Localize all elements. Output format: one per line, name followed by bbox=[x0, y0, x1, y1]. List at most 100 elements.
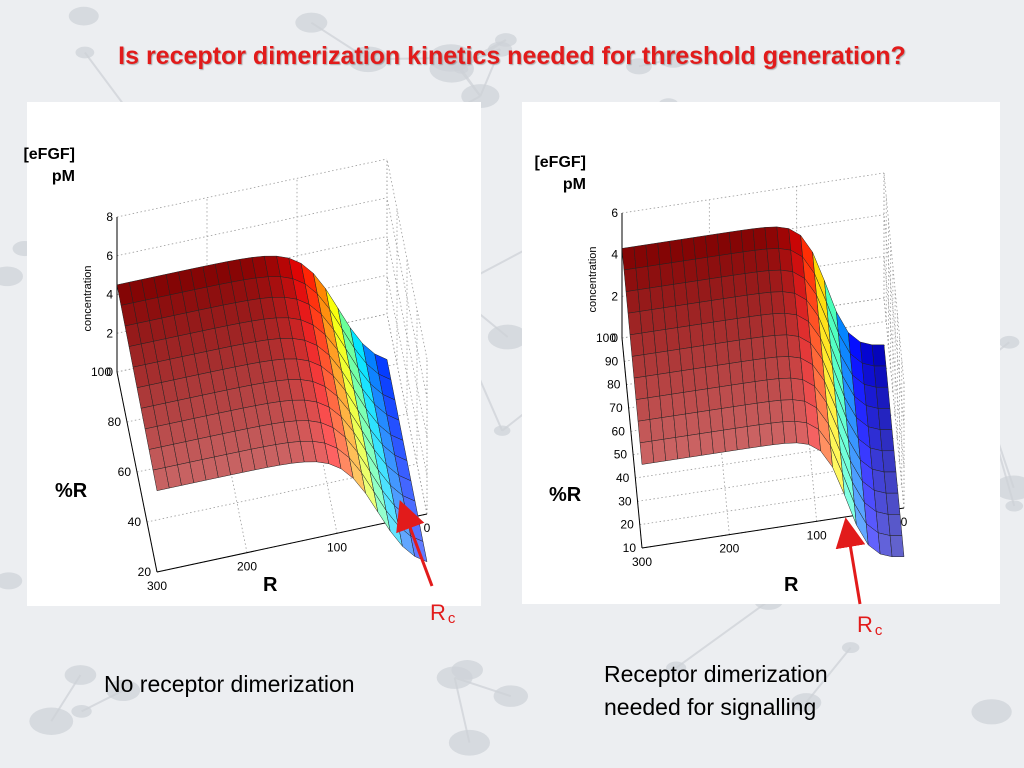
surface-patch bbox=[675, 303, 690, 328]
surface-patch bbox=[721, 275, 736, 299]
y-tick-label: 100 bbox=[596, 331, 616, 345]
plot-group: 30020010001009080706050403020100246conce… bbox=[587, 172, 908, 569]
surface-patch bbox=[689, 323, 704, 348]
x-axis-line bbox=[156, 513, 428, 573]
surface-patch bbox=[792, 399, 808, 424]
surface-patch bbox=[786, 334, 802, 359]
y-axis-line bbox=[621, 337, 643, 549]
surface-patch bbox=[639, 309, 655, 334]
surface-patch bbox=[778, 377, 794, 401]
surface-patch bbox=[641, 330, 657, 355]
surface-patch bbox=[879, 429, 895, 452]
surface-patch bbox=[794, 420, 810, 445]
z-unit-label: [eFGF] pM bbox=[5, 144, 75, 188]
surface-patch bbox=[707, 386, 722, 411]
surface-patch bbox=[637, 419, 653, 444]
surface-patch bbox=[410, 535, 428, 563]
y-tick-label: 100 bbox=[91, 365, 111, 379]
surface-patch bbox=[669, 239, 684, 264]
surface-patch bbox=[766, 378, 782, 402]
surface-patch bbox=[703, 343, 718, 368]
x-tick-label: 300 bbox=[147, 579, 167, 593]
z-tick-label: 2 bbox=[611, 289, 618, 303]
surface-patch bbox=[663, 437, 678, 462]
surface-patch bbox=[719, 384, 734, 409]
surface-patch bbox=[776, 226, 792, 251]
surface-patch bbox=[742, 381, 758, 406]
surface-patch bbox=[721, 406, 736, 431]
surface-patch bbox=[719, 253, 734, 278]
surface-patch bbox=[683, 390, 698, 415]
surface-patch bbox=[750, 336, 766, 361]
surface-patch bbox=[744, 402, 760, 427]
y-tick-label: 30 bbox=[618, 494, 632, 508]
surface-patch bbox=[768, 399, 784, 424]
y-axis-label: %R bbox=[549, 484, 582, 506]
surface-patch bbox=[877, 408, 893, 430]
surface-patch bbox=[659, 262, 674, 287]
surface-patch bbox=[725, 318, 740, 343]
surface-patch bbox=[711, 298, 726, 323]
surface-patch bbox=[637, 287, 653, 312]
surface-patch bbox=[649, 285, 664, 310]
surface-patch bbox=[647, 264, 662, 289]
surface-patch bbox=[695, 257, 710, 282]
y-axis-label: %R bbox=[55, 480, 88, 502]
surface-patch bbox=[687, 433, 702, 458]
y-axis-line bbox=[116, 371, 158, 573]
surface-patch bbox=[735, 426, 750, 451]
surface-patch bbox=[774, 334, 790, 358]
surface-patch bbox=[715, 341, 730, 366]
surface-patch bbox=[730, 251, 746, 276]
surface-patch bbox=[677, 325, 692, 350]
surface-patch bbox=[768, 269, 784, 293]
z-unit-label-line: [eFGF] bbox=[23, 146, 75, 163]
y-tick-label: 60 bbox=[118, 465, 132, 479]
surface-patch bbox=[665, 327, 680, 352]
surface-patch bbox=[887, 514, 903, 536]
surface-patch bbox=[729, 361, 744, 386]
surface-patch bbox=[742, 250, 758, 274]
surface-patch bbox=[780, 269, 796, 294]
surface-patch bbox=[776, 356, 792, 379]
surface-patch bbox=[713, 320, 728, 345]
surface-patch bbox=[635, 397, 651, 422]
surface-patch bbox=[760, 313, 776, 338]
side-wall-grid-line bbox=[883, 256, 905, 467]
surface-patch bbox=[790, 377, 806, 402]
surface-patch bbox=[889, 535, 905, 558]
z-tick-label: 4 bbox=[611, 248, 618, 262]
chart-panel-no-dimerization: 300 200 100 0 100 80 60 40 20 0 2 4 6 8 concentration … bbox=[23, 102, 481, 606]
z-unit-label-line: pM bbox=[51, 168, 75, 185]
surface-patch bbox=[736, 316, 752, 341]
surface-patch bbox=[754, 248, 770, 273]
surface-patch bbox=[629, 332, 645, 357]
surface-patch bbox=[681, 368, 696, 393]
surface-patch bbox=[705, 233, 720, 258]
surface-patch bbox=[788, 356, 804, 380]
surface-patch bbox=[758, 291, 774, 316]
surface-patch bbox=[883, 471, 899, 494]
surface-patch bbox=[748, 314, 764, 339]
surface-patch bbox=[627, 311, 643, 336]
surface-patch bbox=[699, 431, 714, 456]
z-axis-title: concentration bbox=[82, 265, 94, 331]
surface-patch bbox=[633, 375, 649, 400]
surface-patch bbox=[731, 383, 746, 408]
z-tick-label: 0 bbox=[106, 365, 113, 379]
surface-patch bbox=[653, 329, 668, 354]
y-tick-label: 60 bbox=[612, 424, 626, 438]
surface-patch bbox=[772, 313, 788, 336]
surface-patch bbox=[633, 244, 649, 269]
surface-patch bbox=[685, 280, 700, 305]
surface-patch bbox=[770, 421, 786, 446]
x-tick-label: 200 bbox=[237, 560, 257, 574]
z-tick-label: 4 bbox=[106, 288, 113, 302]
surface-patch bbox=[871, 344, 887, 367]
surface-patch bbox=[625, 289, 641, 314]
surface-patch bbox=[707, 255, 722, 280]
surface-patch bbox=[693, 366, 708, 391]
surface-patch bbox=[780, 399, 796, 423]
surface-patch bbox=[651, 307, 666, 332]
